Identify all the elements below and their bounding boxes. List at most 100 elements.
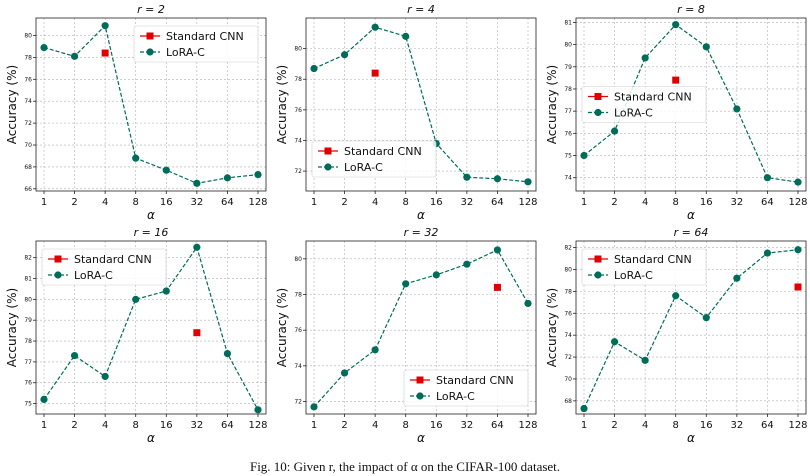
x-tick-label: 64	[761, 420, 774, 431]
y-tick-label: 76	[564, 130, 572, 137]
lora-c-point	[223, 349, 232, 358]
x-tick-label: 32	[730, 420, 743, 431]
legend-lora-c-label: LoRA-C	[74, 269, 113, 282]
standard-cnn-point	[794, 283, 802, 291]
x-tick-label: 32	[460, 197, 473, 208]
lora-c-point	[70, 352, 79, 360]
lora-c-point	[702, 314, 710, 322]
lora-c-point	[40, 395, 48, 404]
lora-c-line	[43, 24, 259, 184]
x-tick-label: 2	[611, 420, 617, 431]
lora-c-point	[70, 52, 79, 60]
lora-c-point	[672, 21, 680, 29]
figure: r = 21 2 4 8 16 32 64 128α6668707274767880Accur…	[5, 3, 808, 445]
legend-standard-cnn-marker	[54, 255, 62, 263]
legend: Standard CNN LoRA-C	[41, 248, 167, 286]
legend-standard-cnn-label: Standard CNN	[436, 374, 514, 387]
y-tick-label: 72	[294, 168, 302, 175]
y-tick-label: 68	[24, 164, 32, 171]
legend-box	[403, 369, 529, 407]
x-axis-label: α	[687, 431, 695, 445]
x-tick-label: 128	[248, 420, 267, 431]
standard-cnn-point	[493, 283, 501, 291]
y-tick-label: 74	[564, 175, 572, 182]
x-tick-label: 32	[730, 197, 743, 208]
x-tick-label: 4	[642, 420, 648, 431]
legend: Standard CNN LoRA-C	[133, 25, 259, 63]
lora-c-point	[763, 174, 772, 182]
x-axis-label: α	[147, 208, 155, 222]
plot-frame	[305, 17, 537, 192]
chart-panel: r = 32 1 2 4 8 16 32 64 128 α 72 74 76 78 80 Accuracy (…	[275, 226, 538, 445]
lora-c-point	[132, 154, 140, 162]
chart-panel: r = 4 1 2 4 8 16 32 64 128 α 72 74 76 78 80 Accuracy (%…	[275, 3, 538, 222]
legend-lora-c-marker	[54, 271, 62, 279]
y-tick-label: 76	[294, 107, 302, 114]
lora-c-line	[313, 26, 529, 183]
legend: Standard CNN LoRA-C	[403, 369, 529, 407]
legend: Standard CNN LoRA-C	[581, 248, 707, 286]
y-tick-label: 76	[564, 310, 572, 317]
chart-panel: r = 64 1 2 4 8 16 32 64 128 α 68 70 72 74 76 78 80 82 Accu…	[545, 226, 808, 445]
y-tick-label: 74	[24, 98, 32, 105]
lora-c-point	[310, 64, 318, 73]
chart-title: r = 64	[674, 226, 709, 239]
legend-standard-cnn-label: Standard CNN	[344, 145, 422, 158]
x-tick-label: 8	[403, 420, 409, 431]
chart-title: r = 8	[677, 3, 705, 16]
plot-frame	[305, 240, 537, 415]
y-tick-label: 81	[24, 276, 32, 283]
legend-lora-c-marker	[594, 108, 602, 117]
lora-c-point	[254, 406, 262, 414]
legend-lora-c-marker	[416, 392, 424, 400]
legend-lora-c-marker	[594, 271, 602, 279]
plot-frame	[575, 240, 807, 415]
lora-c-point	[371, 346, 379, 354]
x-tick-label: 32	[190, 420, 203, 431]
chart-title: r = 16	[134, 226, 169, 239]
y-tick-label: 75	[24, 401, 32, 408]
y-tick-label: 77	[564, 108, 572, 115]
y-tick-label: 78	[294, 76, 302, 83]
x-tick-label: 4	[372, 420, 378, 431]
lora-c-point	[794, 246, 802, 254]
figure-caption: Fig. 10: Given r, the impact of α on the…	[249, 459, 561, 474]
lora-c-point	[101, 372, 109, 381]
x-axis-label: α	[417, 431, 425, 445]
lora-c-point	[641, 356, 649, 364]
plot-frame	[35, 240, 267, 415]
lora-c-point	[101, 22, 109, 30]
lora-c-point	[493, 175, 502, 183]
lora-c-point	[580, 151, 588, 160]
y-tick-label: 70	[24, 142, 32, 149]
lora-c-point	[672, 292, 680, 300]
lora-c-point	[40, 43, 48, 52]
legend-lora-c-label: LoRA-C	[344, 161, 383, 174]
legend-box	[581, 86, 707, 123]
lora-c-point	[310, 403, 318, 411]
lora-c-point	[794, 178, 802, 186]
lora-c-line	[313, 249, 529, 408]
x-tick-label: 128	[248, 197, 267, 208]
y-tick-label: 80	[564, 266, 572, 273]
x-tick-label: 64	[491, 420, 504, 431]
lora-c-point	[162, 287, 170, 295]
x-tick-label: 8	[403, 197, 409, 208]
y-axis-label: Accuracy (%)	[545, 288, 559, 367]
lora-c-point	[193, 243, 201, 251]
x-tick-label: 64	[761, 197, 774, 208]
lora-c-point	[402, 280, 410, 288]
x-axis-label: α	[687, 208, 695, 222]
y-tick-label: 81	[564, 19, 572, 26]
lora-c-line	[43, 245, 259, 411]
lora-c-point	[641, 54, 649, 62]
legend-standard-cnn-marker	[324, 147, 332, 155]
standard-cnn-point	[371, 69, 379, 77]
y-tick-label: 78	[24, 54, 32, 61]
y-axis-label: Accuracy (%)	[5, 65, 19, 144]
y-tick-label: 82	[24, 255, 32, 262]
y-tick-label: 72	[564, 354, 572, 361]
x-tick-label: 1	[311, 197, 317, 208]
x-tick-label: 64	[221, 420, 234, 431]
legend: Standard CNN LoRA-C	[311, 140, 437, 178]
